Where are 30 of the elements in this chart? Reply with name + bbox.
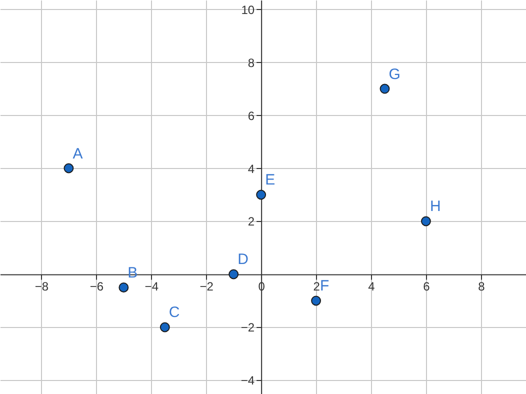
x-tick-label: 4 <box>368 280 376 294</box>
y-tick-label: −2 <box>240 320 255 335</box>
x-tick-label: −4 <box>144 280 159 294</box>
x-tick-label: 2 <box>313 280 320 294</box>
annotation: A <box>72 145 83 162</box>
annotation: H <box>430 198 441 216</box>
y-tick-label: 4 <box>248 162 255 176</box>
y-tick-label: 6 <box>248 108 255 123</box>
annotation: D <box>238 251 249 268</box>
point <box>228 269 239 280</box>
annotation: C <box>168 304 180 322</box>
y-tick-label: 8 <box>248 56 255 70</box>
annotation: F <box>320 278 330 295</box>
x-tick-label: 6 <box>423 280 430 294</box>
y-tick-label: 2 <box>248 214 255 229</box>
x-tick-label: 8 <box>478 280 486 294</box>
point <box>256 190 266 200</box>
annotation: G <box>388 66 400 83</box>
annotation: E <box>265 172 276 189</box>
x-tick-label: −6 <box>90 280 104 294</box>
x-tick-label: −2 <box>200 280 214 294</box>
x-tick-label: −8 <box>34 280 49 294</box>
point <box>64 163 74 174</box>
point <box>311 296 322 306</box>
point <box>118 282 129 292</box>
y-tick-label: 10 <box>241 2 255 17</box>
y-tick-label: −4 <box>240 374 255 388</box>
point <box>420 216 431 226</box>
point <box>380 84 390 94</box>
point <box>160 322 170 332</box>
